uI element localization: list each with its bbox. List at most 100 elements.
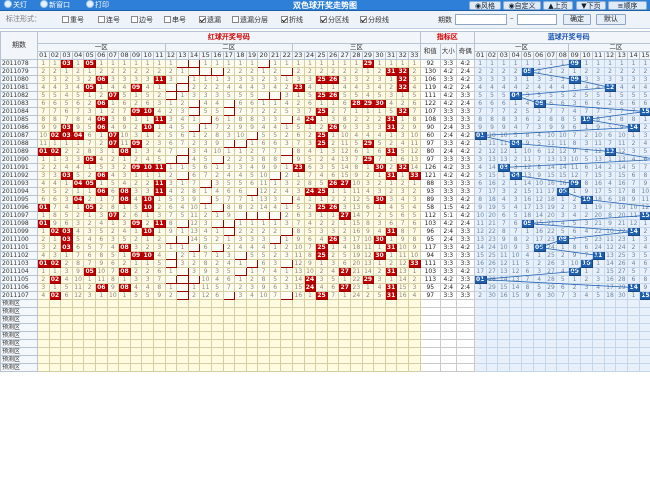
prediction-cell[interactable] [38,332,50,340]
prediction-blue-cell[interactable] [486,348,498,356]
prediction-blue-cell[interactable] [486,308,498,316]
option-1[interactable]: 连号 [98,15,120,25]
prediction-row[interactable]: 预测区 [1,300,650,308]
prediction-blue-cell[interactable] [545,324,557,332]
prediction-cell[interactable] [95,356,107,364]
prediction-blue-cell[interactable] [498,300,510,308]
prediction-cell[interactable] [374,308,386,316]
prediction-cell[interactable] [304,300,316,308]
prediction-blue-cell[interactable] [498,356,510,364]
prediction-cell[interactable] [293,332,305,340]
prediction-blue-cell[interactable] [569,356,581,364]
prediction-cell[interactable] [38,300,50,308]
prediction-cell[interactable] [339,332,351,340]
prediction-cell[interactable] [95,340,107,348]
prediction-cell[interactable] [327,332,339,340]
option-8[interactable]: 分段线 [360,15,389,25]
prediction-cell[interactable] [235,308,247,316]
prediction-cell[interactable] [409,340,421,348]
prediction-cell[interactable] [293,324,305,332]
prediction-cell[interactable] [397,332,409,340]
prediction-cell[interactable] [351,356,363,364]
prediction-blue-cell[interactable] [522,348,534,356]
prediction-cell[interactable] [142,308,154,316]
prediction-cell[interactable] [374,324,386,332]
prediction-cell[interactable] [49,364,61,372]
prediction-cell[interactable] [339,364,351,372]
prediction-cell[interactable] [258,364,270,372]
prediction-blue-cell[interactable] [557,332,569,340]
prediction-cell[interactable] [258,348,270,356]
prediction-cell[interactable] [84,332,96,340]
prediction-cell[interactable] [304,340,316,348]
prediction-cell[interactable] [409,324,421,332]
prediction-blue-cell[interactable] [486,316,498,324]
prediction-blue-cell[interactable] [580,348,592,356]
prediction-blue-cell[interactable] [557,348,569,356]
prediction-blue-cell[interactable] [522,340,534,348]
prediction-cell[interactable] [385,364,397,372]
prediction-cell[interactable] [211,356,223,364]
prediction-cell[interactable] [130,316,142,324]
prediction-cell[interactable] [351,316,363,324]
prediction-cell[interactable] [223,348,235,356]
prediction-cell[interactable] [200,308,212,316]
prediction-cell[interactable] [211,324,223,332]
prediction-cell[interactable] [38,340,50,348]
prediction-cell[interactable] [49,348,61,356]
prediction-cell[interactable] [281,316,293,324]
prediction-row[interactable]: 预测区 [1,308,650,316]
prediction-blue-cell[interactable] [533,332,545,340]
prediction-cell[interactable] [374,348,386,356]
prediction-blue-cell[interactable] [533,300,545,308]
prediction-cell[interactable] [211,364,223,372]
checkbox[interactable] [98,16,105,23]
period-end-input[interactable] [517,14,557,25]
prediction-blue-cell[interactable] [510,364,522,372]
prediction-cell[interactable] [142,348,154,356]
prediction-blue-cell[interactable] [510,316,522,324]
prediction-cell[interactable] [235,316,247,324]
prediction-cell[interactable] [374,340,386,348]
prediction-cell[interactable] [188,308,200,316]
prediction-cell[interactable] [177,364,189,372]
prediction-cell[interactable] [385,348,397,356]
prediction-cell[interactable] [409,316,421,324]
prediction-cell[interactable] [223,316,235,324]
prediction-cell[interactable] [61,348,73,356]
prediction-cell[interactable] [269,356,281,364]
prediction-blue-cell[interactable] [628,364,640,372]
prediction-cell[interactable] [316,332,328,340]
prediction-cell[interactable] [119,300,131,308]
prediction-cell[interactable] [223,324,235,332]
prediction-blue-cell[interactable] [592,340,604,348]
prediction-blue-cell[interactable] [628,316,640,324]
checkbox[interactable] [232,16,239,23]
prediction-blue-cell[interactable] [604,332,616,340]
prediction-cell[interactable] [188,340,200,348]
prediction-cell[interactable] [177,316,189,324]
print-button[interactable]: 打印 [86,0,109,11]
prediction-cell[interactable] [362,300,374,308]
prediction-cell[interactable] [38,356,50,364]
prediction-blue-cell[interactable] [510,324,522,332]
prediction-blue-cell[interactable] [557,364,569,372]
prediction-blue-cell[interactable] [604,300,616,308]
prediction-blue-cell[interactable] [557,356,569,364]
prediction-cell[interactable] [84,324,96,332]
prediction-cell[interactable] [107,308,119,316]
prediction-cell[interactable] [72,348,84,356]
prediction-blue-cell[interactable] [474,308,486,316]
customize-button[interactable]: ◉自定义 [503,1,541,10]
prediction-cell[interactable] [153,356,165,364]
prediction-blue-cell[interactable] [580,300,592,308]
prediction-cell[interactable] [153,364,165,372]
prediction-blue-cell[interactable] [498,316,510,324]
prediction-cell[interactable] [327,300,339,308]
